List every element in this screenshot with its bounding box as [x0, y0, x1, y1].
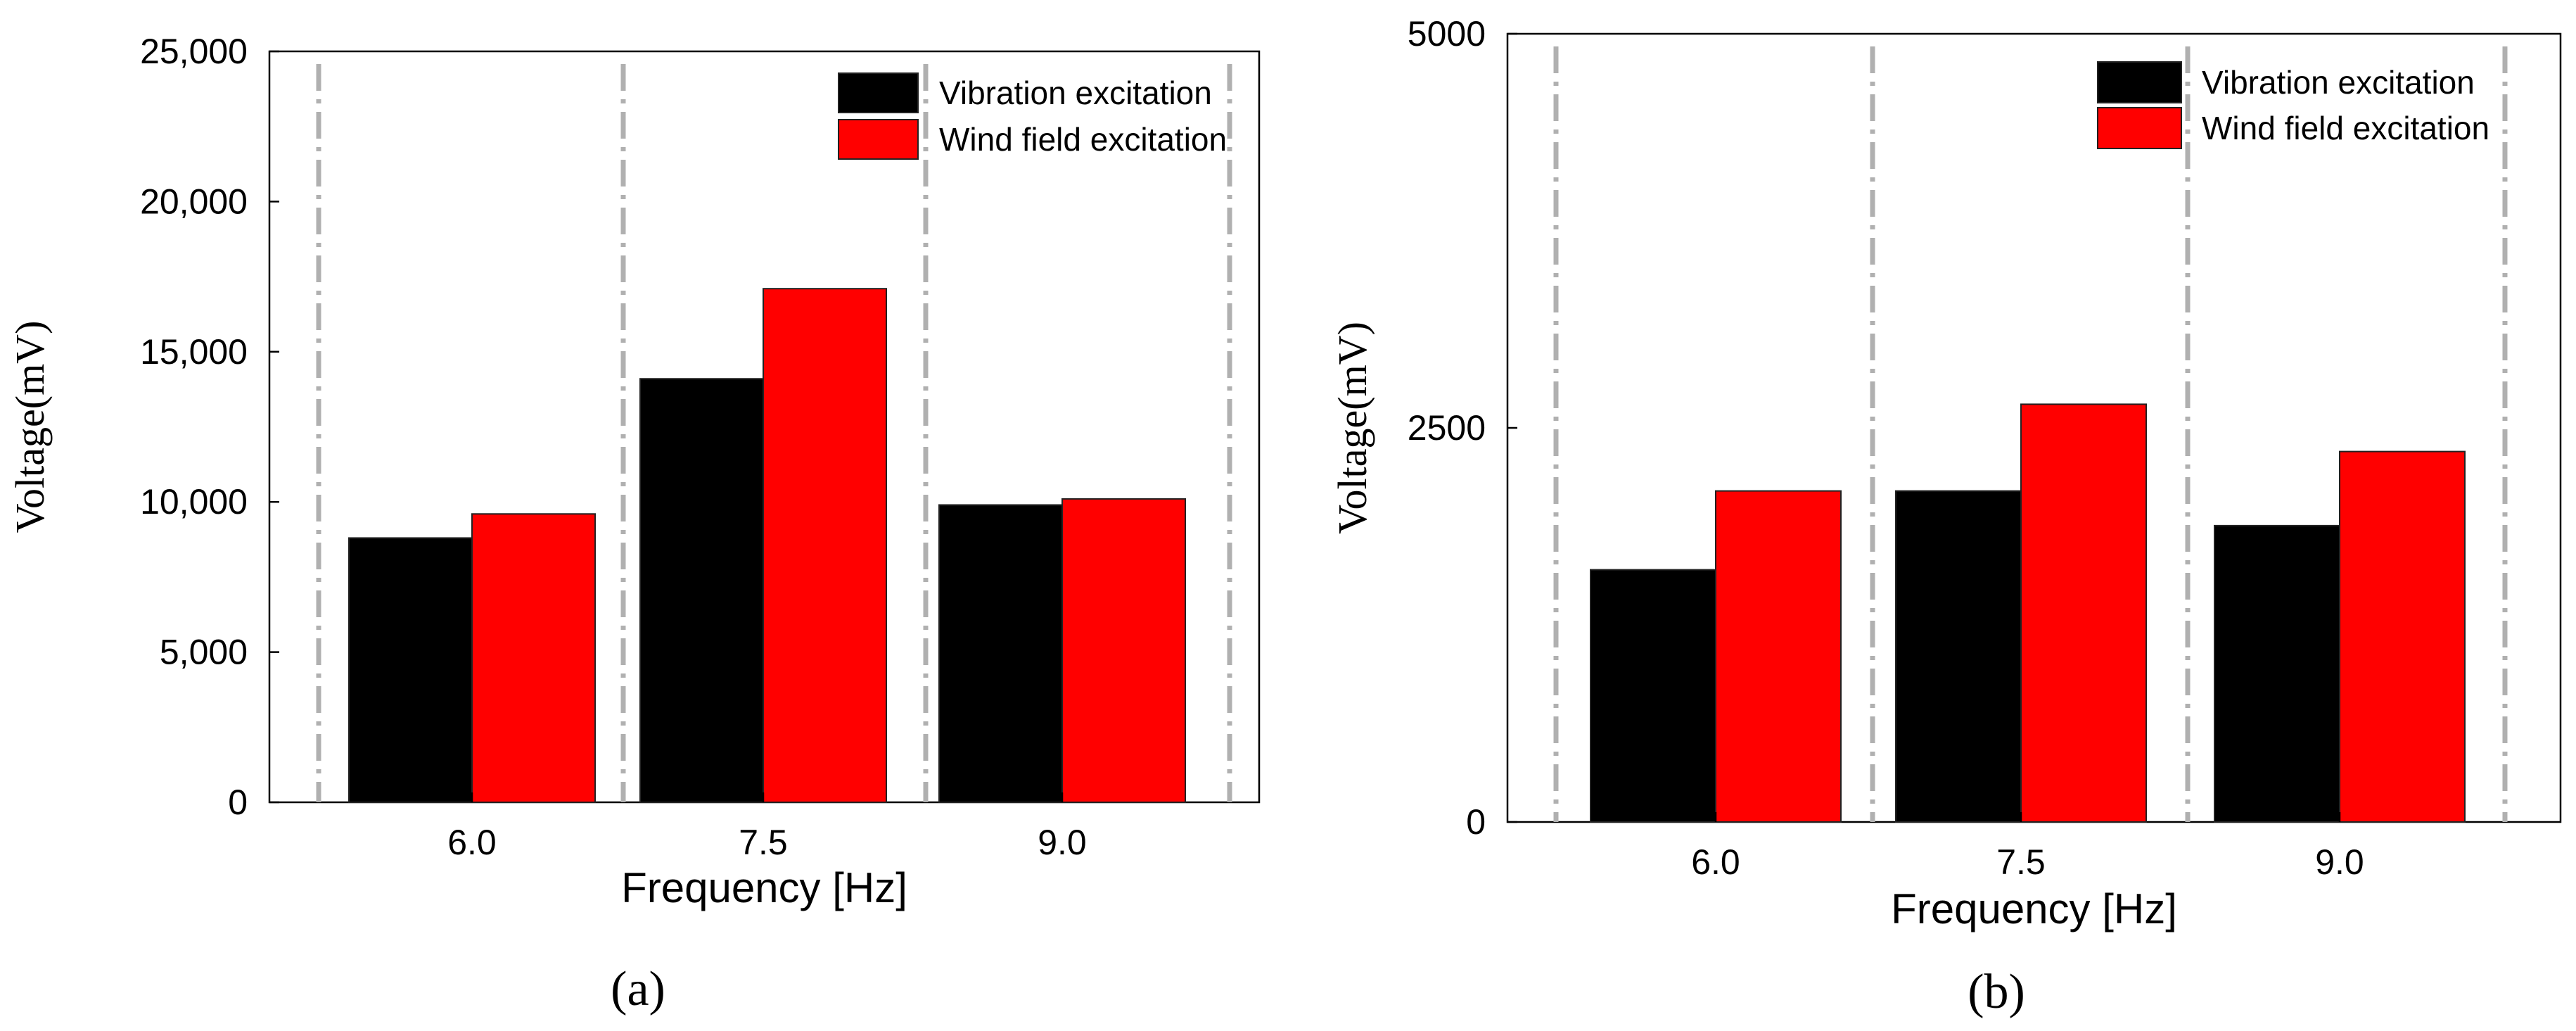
y-tick-label: 0	[1466, 802, 1486, 842]
x-axis-title: Frequency [Hz]	[621, 864, 907, 911]
legend-swatch-wind	[2097, 107, 2182, 149]
y-axis-title: Voltage(mV)	[7, 321, 53, 533]
bar-vibration-1	[1895, 490, 2022, 823]
bar-vibration-0	[348, 537, 473, 804]
y-tick-label: 20,000	[140, 182, 248, 221]
x-tick-label: 6.0	[1691, 842, 1740, 882]
legend-label-wind: Wind field excitation	[2202, 110, 2489, 146]
x-axis-title: Frequency [Hz]	[1891, 885, 2177, 932]
bar-vibration-2	[2214, 524, 2340, 823]
bar-wind-2	[2339, 450, 2466, 823]
bar-wind-2	[1061, 498, 1186, 803]
x-tick-label: 9.0	[2315, 842, 2364, 882]
y-tick-label: 2500	[1408, 408, 1486, 448]
y-tick-label: 5,000	[160, 633, 248, 672]
bar-vibration-1	[639, 378, 764, 803]
chart-panel-b: 0 2500 5000 6.0 7.5 9.0 Frequency [Hz] Voltage(…	[1330, 14, 2562, 1019]
bar-wind-1	[763, 288, 887, 803]
y-tick-label: 0	[228, 783, 248, 822]
legend-swatch-wind	[838, 119, 919, 160]
panel-label: (a)	[611, 962, 665, 1016]
bar-vibration-0	[1590, 569, 1716, 823]
x-tick-label: 7.5	[739, 823, 788, 862]
x-tick-label: 7.5	[1996, 842, 2046, 882]
x-tick-label: 6.0	[447, 823, 497, 862]
y-tick-label: 15,000	[140, 332, 248, 372]
legend-swatch-vibration	[2097, 61, 2182, 103]
panel-label: (b)	[1968, 965, 2025, 1019]
x-tick-label: 9.0	[1038, 823, 1087, 862]
y-tick-label: 10,000	[140, 482, 248, 521]
legend-label-vibration: Vibration excitation	[939, 75, 1212, 111]
y-axis-title: Voltage(mV)	[1330, 322, 1375, 534]
chart-panel-a: 0 5,000 10,000 15,000 20,000 25,000 6.0 7.5 9.0 F…	[7, 32, 1261, 1016]
y-tick-label: 25,000	[140, 32, 248, 71]
bar-wind-0	[471, 513, 596, 803]
legend-swatch-vibration	[838, 72, 919, 113]
bar-vibration-2	[938, 504, 1063, 804]
legend-label-wind: Wind field excitation	[939, 121, 1227, 158]
y-tick-label: 5000	[1408, 14, 1486, 53]
legend-label-vibration: Vibration excitation	[2202, 64, 2475, 101]
bar-wind-0	[1715, 490, 1842, 823]
bar-wind-1	[2020, 403, 2147, 823]
